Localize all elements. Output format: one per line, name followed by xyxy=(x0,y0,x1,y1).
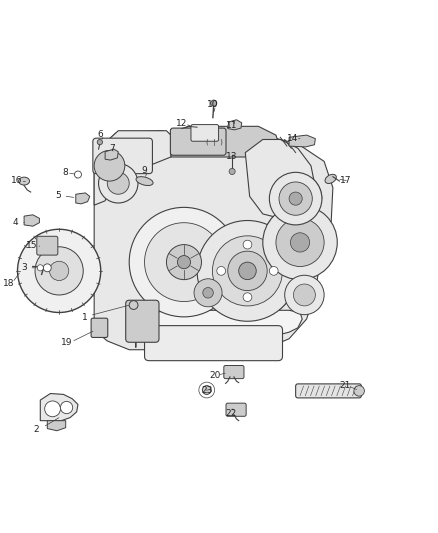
Polygon shape xyxy=(24,215,39,226)
Circle shape xyxy=(177,255,191,269)
FancyBboxPatch shape xyxy=(191,125,219,141)
Text: 17: 17 xyxy=(340,176,352,185)
FancyBboxPatch shape xyxy=(93,138,152,174)
FancyBboxPatch shape xyxy=(226,403,246,416)
FancyBboxPatch shape xyxy=(37,236,58,255)
Text: 14: 14 xyxy=(287,134,298,143)
Text: 4: 4 xyxy=(13,218,18,227)
Ellipse shape xyxy=(136,176,153,185)
Ellipse shape xyxy=(18,177,30,185)
Circle shape xyxy=(194,279,222,307)
Polygon shape xyxy=(40,393,78,421)
Circle shape xyxy=(229,168,235,174)
Polygon shape xyxy=(105,149,118,160)
Polygon shape xyxy=(245,140,315,219)
Text: 8: 8 xyxy=(62,168,68,177)
Polygon shape xyxy=(47,421,66,431)
Circle shape xyxy=(202,386,211,394)
Text: 16: 16 xyxy=(11,176,22,185)
Circle shape xyxy=(212,236,283,306)
Text: 11: 11 xyxy=(226,121,238,130)
Text: 13: 13 xyxy=(226,152,238,161)
Circle shape xyxy=(18,229,101,312)
Text: 2: 2 xyxy=(34,425,39,434)
Circle shape xyxy=(211,100,217,106)
Circle shape xyxy=(43,264,51,272)
Polygon shape xyxy=(136,310,302,348)
Circle shape xyxy=(74,171,81,178)
Circle shape xyxy=(145,223,223,302)
Circle shape xyxy=(129,207,239,317)
Text: 20: 20 xyxy=(209,371,220,380)
Polygon shape xyxy=(228,120,242,130)
Circle shape xyxy=(37,265,43,271)
Circle shape xyxy=(276,219,324,266)
Circle shape xyxy=(290,233,310,252)
Circle shape xyxy=(94,150,125,181)
Text: 23: 23 xyxy=(201,386,213,395)
Circle shape xyxy=(228,251,267,290)
Circle shape xyxy=(243,293,252,302)
Circle shape xyxy=(45,401,60,417)
Circle shape xyxy=(49,261,69,280)
Polygon shape xyxy=(76,193,90,204)
FancyBboxPatch shape xyxy=(91,318,108,337)
Circle shape xyxy=(166,245,201,280)
Text: 10: 10 xyxy=(207,100,218,109)
Polygon shape xyxy=(171,126,280,157)
Circle shape xyxy=(129,301,138,310)
Circle shape xyxy=(269,266,278,275)
Polygon shape xyxy=(94,131,171,205)
Circle shape xyxy=(269,172,322,225)
Circle shape xyxy=(354,386,364,396)
Ellipse shape xyxy=(325,174,336,183)
Text: 21: 21 xyxy=(339,381,351,390)
Text: 6: 6 xyxy=(98,130,104,139)
Circle shape xyxy=(35,247,83,295)
FancyBboxPatch shape xyxy=(126,300,159,342)
Text: 3: 3 xyxy=(21,263,27,272)
Text: (  |  ): ( | ) xyxy=(206,139,223,146)
FancyBboxPatch shape xyxy=(145,326,283,361)
Circle shape xyxy=(239,262,256,280)
Circle shape xyxy=(60,401,73,414)
Polygon shape xyxy=(94,131,333,356)
Text: 1: 1 xyxy=(81,313,88,322)
Circle shape xyxy=(203,287,213,298)
Circle shape xyxy=(243,240,252,249)
FancyBboxPatch shape xyxy=(224,366,244,378)
Text: 12: 12 xyxy=(176,119,187,128)
FancyBboxPatch shape xyxy=(170,128,226,155)
Circle shape xyxy=(217,266,226,275)
Text: 7: 7 xyxy=(109,144,115,153)
Polygon shape xyxy=(289,135,315,147)
Circle shape xyxy=(279,182,312,215)
Circle shape xyxy=(263,205,337,280)
Circle shape xyxy=(289,192,302,205)
Circle shape xyxy=(99,164,138,203)
Text: 9: 9 xyxy=(141,166,148,175)
FancyBboxPatch shape xyxy=(296,384,361,398)
Text: 5: 5 xyxy=(55,191,61,200)
Text: 22: 22 xyxy=(226,409,237,418)
Circle shape xyxy=(197,221,298,321)
Text: 19: 19 xyxy=(61,338,73,347)
Circle shape xyxy=(97,140,102,145)
Circle shape xyxy=(293,284,315,306)
Circle shape xyxy=(107,172,129,194)
Circle shape xyxy=(285,275,324,314)
Text: 15: 15 xyxy=(26,241,37,251)
Text: 18: 18 xyxy=(3,279,14,288)
